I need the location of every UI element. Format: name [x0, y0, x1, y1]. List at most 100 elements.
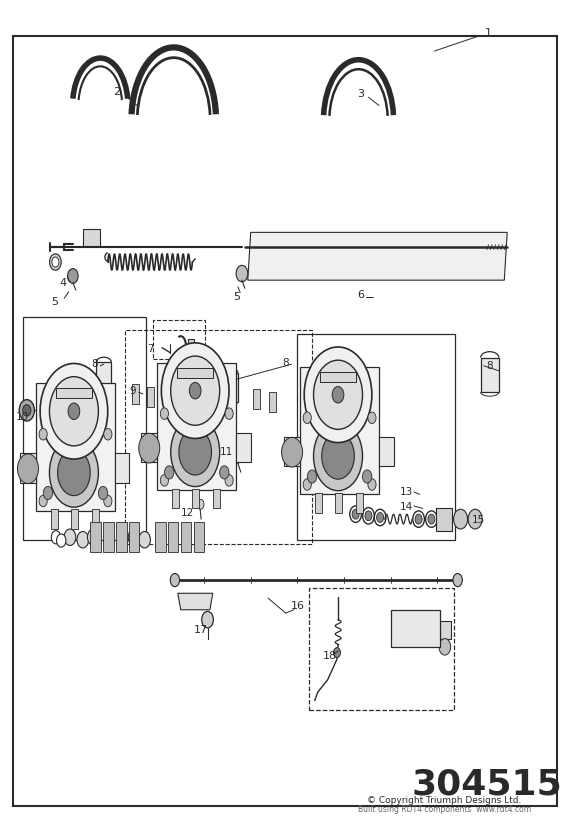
Circle shape [421, 614, 442, 644]
Circle shape [51, 531, 61, 544]
Text: 12: 12 [181, 508, 194, 517]
Bar [315, 493, 322, 513]
Polygon shape [178, 593, 213, 610]
Circle shape [104, 495, 112, 507]
Text: 18: 18 [322, 651, 336, 661]
Circle shape [68, 269, 78, 283]
Circle shape [333, 648, 340, 658]
Circle shape [99, 486, 108, 499]
Text: 9: 9 [129, 386, 136, 396]
Bar [440, 621, 451, 639]
Bar [125, 330, 312, 544]
Polygon shape [391, 610, 440, 647]
Bar [92, 509, 99, 529]
Text: 8: 8 [91, 359, 98, 369]
Bar [192, 489, 199, 508]
Circle shape [236, 265, 248, 282]
Circle shape [374, 509, 386, 526]
Bar [71, 509, 78, 529]
Circle shape [454, 509, 468, 529]
Circle shape [50, 377, 99, 446]
Circle shape [453, 574, 462, 587]
Text: 8: 8 [282, 358, 289, 368]
Polygon shape [141, 433, 157, 462]
Polygon shape [36, 383, 115, 511]
Text: 7: 7 [147, 344, 154, 354]
Bar [253, 389, 260, 409]
Circle shape [428, 514, 435, 524]
Text: 11: 11 [345, 456, 358, 466]
Circle shape [322, 433, 354, 480]
Circle shape [87, 529, 99, 545]
Circle shape [234, 452, 242, 463]
Circle shape [352, 509, 359, 519]
Circle shape [314, 422, 363, 491]
Circle shape [415, 514, 422, 524]
Bar [172, 489, 179, 508]
Circle shape [377, 513, 384, 522]
Circle shape [282, 438, 303, 467]
Circle shape [304, 347, 372, 442]
Circle shape [468, 509, 482, 529]
Bar [320, 372, 356, 382]
Circle shape [350, 454, 359, 466]
Bar [83, 229, 100, 246]
Circle shape [161, 343, 229, 438]
Polygon shape [116, 522, 127, 552]
Bar [153, 320, 205, 359]
Circle shape [104, 428, 112, 440]
Bar [188, 339, 194, 353]
Circle shape [160, 475, 168, 486]
Text: © Copyright Triumph Designs Ltd.: © Copyright Triumph Designs Ltd. [367, 797, 521, 805]
Circle shape [58, 450, 90, 496]
Bar [297, 334, 455, 540]
Circle shape [220, 466, 229, 479]
Circle shape [202, 611, 213, 628]
Circle shape [171, 418, 220, 486]
Circle shape [50, 254, 61, 270]
Circle shape [426, 511, 437, 527]
Bar [213, 489, 220, 508]
Text: 14: 14 [401, 502, 413, 512]
Bar [132, 384, 139, 404]
Circle shape [225, 475, 233, 486]
Polygon shape [236, 433, 251, 462]
Polygon shape [90, 522, 101, 552]
Circle shape [413, 511, 424, 527]
Text: 11: 11 [220, 447, 233, 456]
Bar [96, 362, 111, 391]
Circle shape [332, 386, 344, 403]
Text: 8: 8 [486, 361, 493, 371]
Circle shape [68, 403, 80, 419]
Circle shape [160, 408, 168, 419]
Text: 17: 17 [194, 625, 208, 634]
Bar [56, 388, 92, 399]
Circle shape [164, 466, 174, 479]
Polygon shape [194, 522, 204, 552]
Circle shape [139, 433, 160, 463]
Text: 304515: 304515 [412, 767, 562, 802]
Circle shape [307, 470, 317, 483]
Circle shape [368, 479, 376, 490]
Circle shape [23, 405, 31, 416]
Circle shape [225, 408, 233, 419]
Text: 2: 2 [113, 87, 120, 97]
Text: 13: 13 [401, 487, 413, 497]
Circle shape [128, 529, 140, 545]
Polygon shape [155, 522, 166, 552]
Text: 3: 3 [357, 89, 364, 99]
Circle shape [197, 499, 204, 509]
Circle shape [64, 529, 76, 545]
Polygon shape [248, 232, 507, 280]
Circle shape [368, 412, 376, 424]
Bar [269, 392, 276, 412]
Text: 4: 4 [59, 279, 66, 288]
Circle shape [43, 486, 52, 499]
Bar [223, 372, 238, 401]
Circle shape [303, 412, 311, 424]
Polygon shape [168, 522, 178, 552]
Polygon shape [157, 363, 236, 490]
Circle shape [40, 363, 108, 459]
Text: 5: 5 [51, 297, 58, 307]
Circle shape [439, 639, 451, 655]
